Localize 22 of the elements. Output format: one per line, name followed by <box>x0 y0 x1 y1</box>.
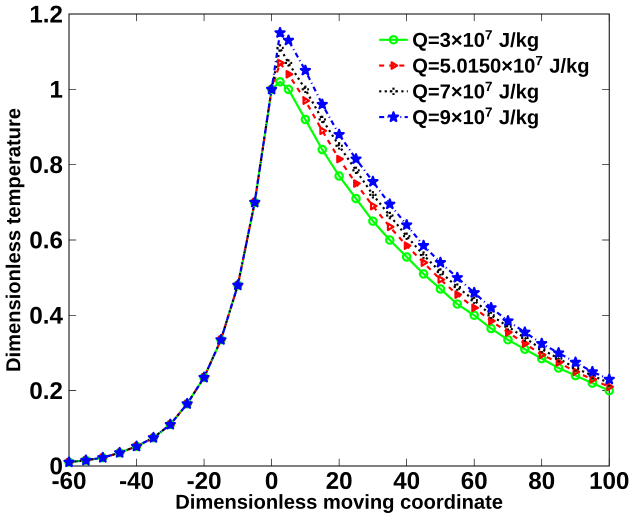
x-tick-label: -20 <box>188 472 221 490</box>
x-tick-label: 60 <box>462 472 487 490</box>
y-tick-label: 0.4 <box>30 306 63 324</box>
legend-label: Q=7×10$^{7}$ J/kg <box>413 82 538 103</box>
y-tick-label: 0.6 <box>30 232 62 249</box>
x-tick-label: 80 <box>529 472 554 490</box>
legend-label: Q=3×10$^{7}$ J/kg <box>413 30 538 52</box>
x-tick-label: 20 <box>326 472 352 490</box>
legend-label: Q=5.0150×10$^{7}$ J/kg <box>413 56 588 78</box>
y-tick-label: 0.2 <box>30 382 62 400</box>
x-tick-label: 100 <box>590 472 628 490</box>
x-tick-label: 40 <box>394 472 420 490</box>
y-axis-title: Dimensionless temperature <box>6 108 24 371</box>
x-tick-label: 0 <box>266 472 278 490</box>
x-axis-title: Dimensionless moving coordinate <box>176 494 502 514</box>
y-tick-label: 0 <box>50 458 62 475</box>
y-tick-label: 1.2 <box>30 6 62 23</box>
y-tick-label: 1 <box>51 81 62 98</box>
x-tick-label: -60 <box>52 472 86 490</box>
y-tick-label: 0.8 <box>30 156 62 174</box>
x-tick-label: -40 <box>120 472 154 490</box>
legend-label: Q=9×10$^{7}$ J/kg <box>413 108 538 129</box>
